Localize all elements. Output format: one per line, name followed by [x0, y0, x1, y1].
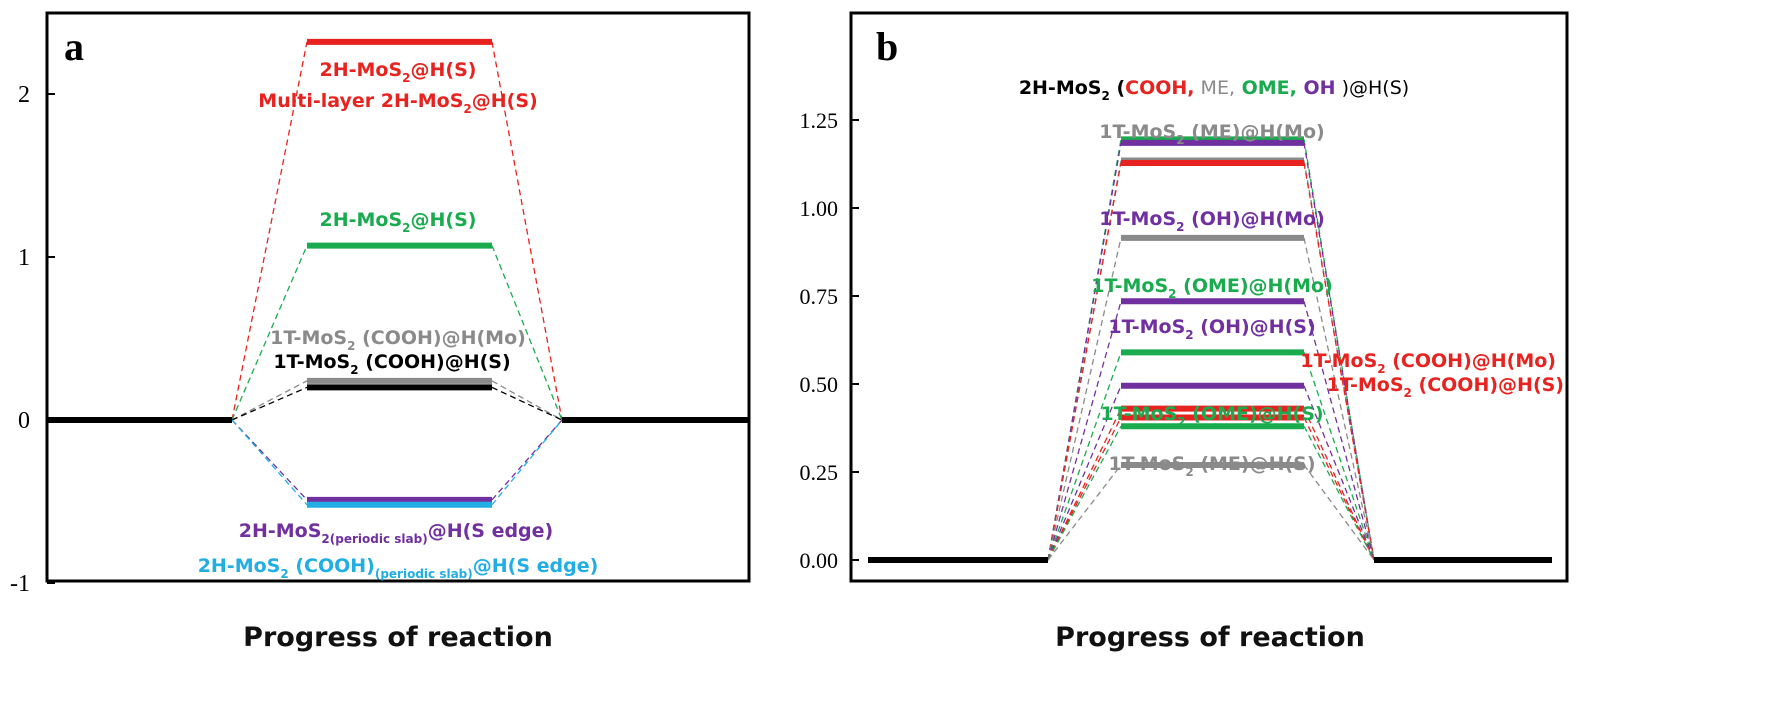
label-b-1t-oh-h-s: 1T-MoS2 (OH)@H(S)	[1108, 316, 1315, 342]
label-a-2h-mos2-h-s-green: 2H-MoS2@H(S)	[320, 209, 477, 235]
panel-a-levels	[48, 38, 748, 508]
panel-b-ytick-label: 0.50	[800, 372, 839, 397]
panel-a-xlabel: Progress of reaction	[243, 622, 553, 653]
panel-a-ytick-label: -1	[10, 571, 30, 597]
panel-a-connector	[491, 245, 563, 421]
panel-b-connector	[1047, 385, 1122, 561]
panel-a-connector	[491, 386, 563, 421]
panel-b-connector	[1303, 352, 1375, 561]
panel-b-connector	[1047, 237, 1122, 561]
panel-a-chart: -1 0 1 2 a 2H-MoS2@H(S) Multi-layer 2H-MoS2…	[10, 11, 751, 653]
panel-b-connector	[1047, 352, 1122, 561]
label-b-1t-me-h-s: 1T-MoS2 (ME)@H(S)	[1108, 453, 1315, 479]
panel-b-connector	[1047, 464, 1122, 561]
label-a-1t-cooh-h-mo: 1T-MoS2 (COOH)@H(Mo)	[270, 327, 526, 353]
panel-a-connector	[231, 419, 308, 506]
panel-a-connector	[231, 380, 308, 421]
panel-a-connector	[231, 419, 308, 501]
panel-a-frame	[45, 11, 751, 583]
panel-b-connector	[1303, 417, 1375, 561]
label-b-1t-oh-h-mo: 1T-MoS2 (OH)@H(Mo)	[1099, 208, 1325, 234]
label-b-2h-cooh-me-ome-oh: 2H-MoS2 (COOH, ME, OME, OH )@H(S)	[1019, 77, 1409, 103]
panel-a-connector	[491, 380, 563, 421]
label-a-1t-cooh-h-s: 1T-MoS2 (COOH)@H(S)	[273, 351, 510, 377]
panel-b-connector	[1303, 301, 1375, 561]
panel-b-ytick-label: 0.00	[800, 548, 839, 573]
panel-b-ytick-label: 1.25	[800, 108, 839, 133]
panel-b-connector	[1303, 408, 1375, 561]
panel-b-connector	[1303, 237, 1375, 561]
panel-b-connector	[1047, 301, 1122, 561]
label-b-1t-ome-h-s: 1T-MoS2 (OME)@H(S)	[1100, 403, 1323, 429]
panel-b-ytick-label: 0.25	[800, 460, 839, 485]
panel-b-connector	[1303, 162, 1375, 561]
panel-a-yaxis: -1 0 1 2	[10, 82, 55, 597]
panel-b-connector	[1303, 385, 1375, 561]
panel-a-connector	[231, 41, 308, 421]
panel-b-ytick-label: 1.00	[800, 196, 839, 221]
panel-b-connectors	[1047, 139, 1375, 561]
label-b-1t-ome-h-mo: 1T-MoS2 (OME)@H(Mo)	[1091, 275, 1333, 301]
panel-a-ytick-label: 2	[18, 82, 30, 108]
panel-a-connector	[491, 41, 563, 421]
label-b-1t-cooh-h-s: 1T-MoS2 (COOH)@H(S)	[1327, 374, 1564, 400]
panel-b-connector	[1047, 162, 1122, 561]
panel-b-connector	[1047, 417, 1122, 561]
panel-b-connector	[1047, 408, 1122, 561]
panel-a-connector	[231, 245, 308, 421]
label-a-multilayer-2h-mos2: Multi-layer 2H-MoS2@H(S)	[258, 90, 537, 116]
panel-b-connector	[1047, 425, 1122, 561]
panel-b-chart: 0.00 0.25 0.50 0.75 1.00 1.25 b 2H-MoS2 (COOH…	[800, 11, 1569, 653]
panel-a-connector	[231, 386, 308, 421]
panel-a-connector	[491, 419, 563, 501]
panel-a-connectors	[231, 41, 563, 506]
label-a-2h-cooh-periodic-slab: 2H-MoS2 (COOH)(periodic slab)@H(S edge)	[198, 555, 599, 581]
panel-b-connector	[1303, 425, 1375, 561]
panel-a-letter: a	[64, 24, 84, 69]
label-a-2h-mos2-h-s-red: 2H-MoS2@H(S)	[320, 59, 477, 85]
panel-b-levels	[868, 136, 1552, 563]
label-b-1t-cooh-h-mo: 1T-MoS2 (COOH)@H(Mo)	[1300, 350, 1556, 376]
panel-b-ytick-label: 0.75	[800, 284, 839, 309]
label-b-1t-me-h-mo: 1T-MoS2 (ME)@H(Mo)	[1099, 121, 1324, 147]
panel-b-xlabel: Progress of reaction	[1055, 622, 1365, 653]
panel-a-ytick-label: 1	[18, 245, 30, 271]
panel-a-connector	[491, 419, 563, 506]
panel-a-ytick-label: 0	[18, 408, 30, 434]
label-a-2h-periodic-slab: 2H-MoS2(periodic slab)@H(S edge)	[239, 520, 553, 546]
panel-b-yaxis: 0.00 0.25 0.50 0.75 1.00 1.25	[800, 108, 859, 573]
panel-b-letter: b	[876, 24, 898, 69]
